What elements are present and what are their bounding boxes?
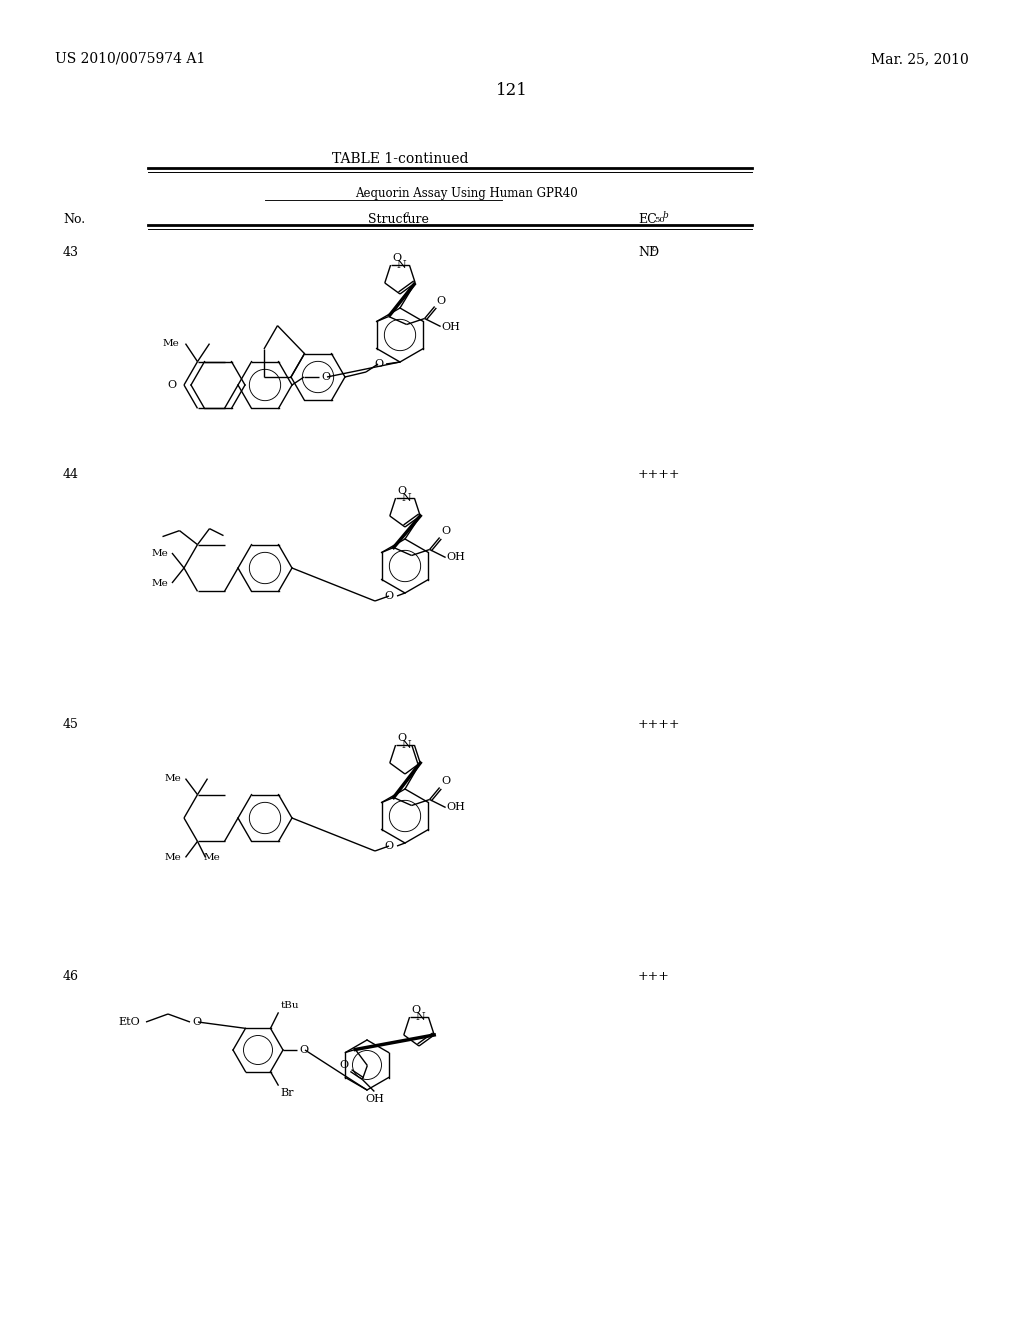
Text: c: c: [652, 244, 657, 253]
Text: 44: 44: [63, 469, 79, 480]
Text: ND: ND: [638, 246, 659, 259]
Text: Me: Me: [204, 853, 220, 862]
Text: EC: EC: [638, 213, 656, 226]
Text: Mar. 25, 2010: Mar. 25, 2010: [871, 51, 969, 66]
Text: O: O: [397, 486, 407, 496]
Text: Aequorin Assay Using Human GPR40: Aequorin Assay Using Human GPR40: [355, 187, 578, 201]
Text: ++++: ++++: [638, 718, 681, 731]
Text: OH: OH: [446, 803, 466, 813]
Text: 121: 121: [496, 82, 528, 99]
Text: ++++: ++++: [638, 469, 681, 480]
Text: Me: Me: [165, 853, 181, 862]
Text: N: N: [396, 260, 407, 271]
Text: OH: OH: [446, 553, 466, 562]
Text: Br: Br: [281, 1088, 294, 1098]
Text: O: O: [412, 1005, 421, 1015]
Text: 45: 45: [63, 718, 79, 731]
Text: O: O: [397, 733, 407, 743]
Text: O: O: [384, 591, 393, 601]
Text: US 2010/0075974 A1: US 2010/0075974 A1: [55, 51, 205, 66]
Text: O: O: [375, 359, 384, 370]
Text: TABLE 1-continued: TABLE 1-continued: [332, 152, 468, 166]
Text: b: b: [663, 211, 669, 220]
Text: Me: Me: [165, 774, 181, 783]
Text: O: O: [436, 296, 445, 305]
Text: O: O: [384, 841, 393, 851]
Text: O: O: [321, 372, 330, 381]
Text: No.: No.: [63, 213, 85, 226]
Text: EtO: EtO: [118, 1016, 139, 1027]
Text: N: N: [416, 1012, 425, 1022]
Text: Me: Me: [152, 549, 168, 557]
Text: O: O: [299, 1045, 308, 1055]
Text: O: O: [441, 527, 451, 536]
Text: 50: 50: [654, 216, 665, 224]
Text: O: O: [167, 380, 176, 389]
Text: O: O: [392, 253, 401, 263]
Text: a: a: [404, 210, 410, 219]
Text: Me: Me: [152, 578, 168, 587]
Text: +++: +++: [638, 970, 670, 983]
Text: OH: OH: [365, 1093, 384, 1104]
Text: Structure: Structure: [368, 213, 429, 226]
Text: O: O: [441, 776, 451, 787]
Text: N: N: [401, 494, 412, 503]
Text: tBu: tBu: [281, 1002, 299, 1010]
Text: O: O: [193, 1016, 201, 1027]
Text: 46: 46: [63, 970, 79, 983]
Text: N: N: [401, 741, 412, 750]
Text: OH: OH: [441, 322, 461, 331]
Text: O: O: [339, 1060, 348, 1071]
Text: Me: Me: [163, 339, 179, 348]
Text: 43: 43: [63, 246, 79, 259]
